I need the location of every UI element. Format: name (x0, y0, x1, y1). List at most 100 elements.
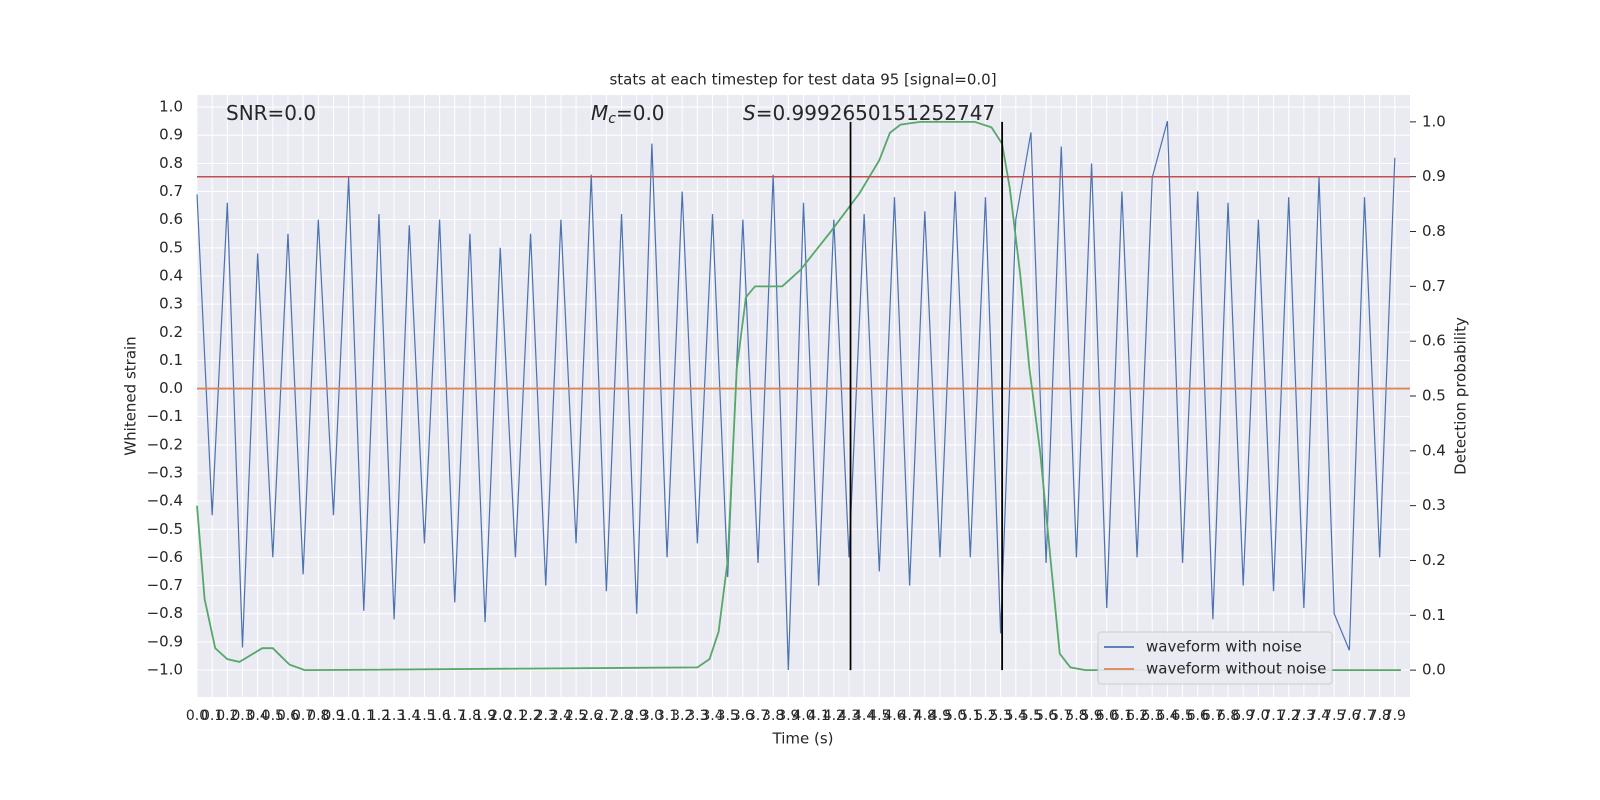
x-tick-label: 6.8 (1217, 708, 1239, 724)
x-tick-label: 1.5 (413, 708, 435, 724)
x-tick-label: 2.6 (580, 708, 602, 724)
x-tick-label: 5.8 (1065, 708, 1087, 724)
y-tick-label: −0.9 (147, 632, 183, 650)
x-tick-label: 2.4 (550, 708, 572, 724)
x-tick-label: 2.8 (610, 708, 632, 724)
x-tick-label: 5.4 (1005, 708, 1027, 724)
y-tick-label: −1.0 (147, 660, 183, 678)
x-tick-label: 3.2 (671, 708, 693, 724)
y-tick-label: 0.5 (159, 238, 183, 256)
x-tick-label: 0.9 (322, 708, 344, 724)
annotation-text: =0.0 (616, 101, 665, 125)
y-tick-label: 0.7 (159, 182, 183, 200)
y2-tick-label: 0.1 (1422, 606, 1446, 624)
x-tick-label: 7.5 (1323, 708, 1345, 724)
x-tick-label: 3.0 (641, 708, 663, 724)
x-tick-label: 1.1 (353, 708, 375, 724)
chart-title: stats at each timestep for test data 95 … (609, 71, 996, 89)
y-tick-label: 0.8 (159, 154, 183, 172)
annotation: Mc=0.0 (591, 101, 665, 128)
x-tick-label: 5.6 (1035, 708, 1057, 724)
x-tick-label: 7.4 (1308, 708, 1330, 724)
x-tick-label: 3.9 (777, 708, 799, 724)
x-tick-label: 7.3 (1293, 708, 1315, 724)
y-tick-label: 1.0 (159, 98, 183, 116)
legend-box (1097, 631, 1333, 685)
y-tick-label: −0.7 (147, 576, 183, 594)
x-tick-label: 4.3 (838, 708, 860, 724)
x-tick-label: 5.9 (1080, 708, 1102, 724)
x-tick-label: 5.2 (974, 708, 996, 724)
y2-tick-label: 0.7 (1422, 277, 1446, 295)
y-tick-label: −0.8 (147, 604, 183, 622)
y2-tick-label: 0.5 (1422, 387, 1446, 405)
y2-tick-label: 0.0 (1422, 661, 1446, 679)
x-tick-label: 2.3 (535, 708, 557, 724)
y2-tick-label: 0.2 (1422, 551, 1446, 569)
x-tick-label: 3.8 (762, 708, 784, 724)
x-tick-label: 4.9 (929, 708, 951, 724)
x-tick-label: 6.5 (1171, 708, 1193, 724)
annotation-symbol: M (591, 101, 608, 125)
x-tick-label: 5.1 (959, 708, 981, 724)
x-tick-label: 4.1 (808, 708, 830, 724)
x-tick-label: 7.8 (1369, 708, 1391, 724)
y-tick-label: 0.4 (159, 266, 183, 284)
y2-tick-label: 0.6 (1422, 332, 1446, 350)
x-tick-label: 1.8 (459, 708, 481, 724)
y-tick-label: −0.4 (147, 492, 183, 510)
x-tick-label: 2.2 (519, 708, 541, 724)
x-tick-label: 3.6 (732, 708, 754, 724)
y-axis-label: Whitened strain (122, 336, 140, 455)
x-tick-label: 6.6 (1187, 708, 1209, 724)
x-tick-label: 7.6 (1338, 708, 1360, 724)
x-tick-label: 6.1 (1111, 708, 1133, 724)
y2-tick-label: 0.9 (1422, 167, 1446, 185)
x-tick-label: 2.7 (595, 708, 617, 724)
x-tick-label: 1.3 (383, 708, 405, 724)
x-tick-label: 7.7 (1353, 708, 1375, 724)
y-tick-label: −0.6 (147, 548, 183, 566)
x-tick-label: 1.0 (337, 708, 359, 724)
y-tick-label: −0.2 (147, 435, 183, 453)
x-tick-label: 4.7 (899, 708, 921, 724)
x-tick-label: 3.4 (701, 708, 723, 724)
x-tick-label: 5.7 (1050, 708, 1072, 724)
x-tick-label: 0.1 (201, 708, 223, 724)
x-tick-label: 6.7 (1202, 708, 1224, 724)
x-tick-label: 3.1 (656, 708, 678, 724)
annotation: S=0.9992650151252747 (743, 101, 995, 125)
annotation-text: =0.9992650151252747 (756, 101, 995, 125)
y-tick-label: 0.1 (159, 351, 183, 369)
series-line (196, 120, 1401, 672)
y-tick-label: 0.6 (159, 210, 183, 228)
x-tick-label: 3.7 (747, 708, 769, 724)
x-tick-label: 1.2 (368, 708, 390, 724)
y2-tick-label: 0.4 (1422, 441, 1446, 459)
y-tick-label: 0.0 (159, 379, 183, 397)
x-tick-label: 1.6 (428, 708, 450, 724)
series-line (196, 121, 1396, 671)
y-tick-label: 0.2 (159, 323, 183, 341)
x-tick-label: 0.8 (307, 708, 329, 724)
x-tick-label: 5.5 (1020, 708, 1042, 724)
x-tick-label: 6.0 (1096, 708, 1118, 724)
x-tick-label: 0.2 (216, 708, 238, 724)
annotation-subscript: c (608, 111, 616, 127)
x-tick-label: 0.5 (262, 708, 284, 724)
x-tick-label: 6.9 (1232, 708, 1254, 724)
y2-tick-label: 0.8 (1422, 222, 1446, 240)
y2-axis-label: Detection probability (1452, 317, 1470, 475)
x-tick-label: 7.0 (1247, 708, 1269, 724)
x-tick-label: 0.3 (231, 708, 253, 724)
x-tick-label: 4.4 (853, 708, 875, 724)
x-tick-label: 6.2 (1126, 708, 1148, 724)
annotation: SNR=0.0 (226, 101, 316, 125)
x-tick-label: 6.4 (1156, 708, 1178, 724)
y-tick-label: −0.5 (147, 520, 183, 538)
x-tick-label: 2.0 (489, 708, 511, 724)
x-tick-label: 0.7 (292, 708, 314, 724)
x-tick-label: 1.4 (398, 708, 420, 724)
x-axis-label: Time (s) (772, 730, 834, 748)
